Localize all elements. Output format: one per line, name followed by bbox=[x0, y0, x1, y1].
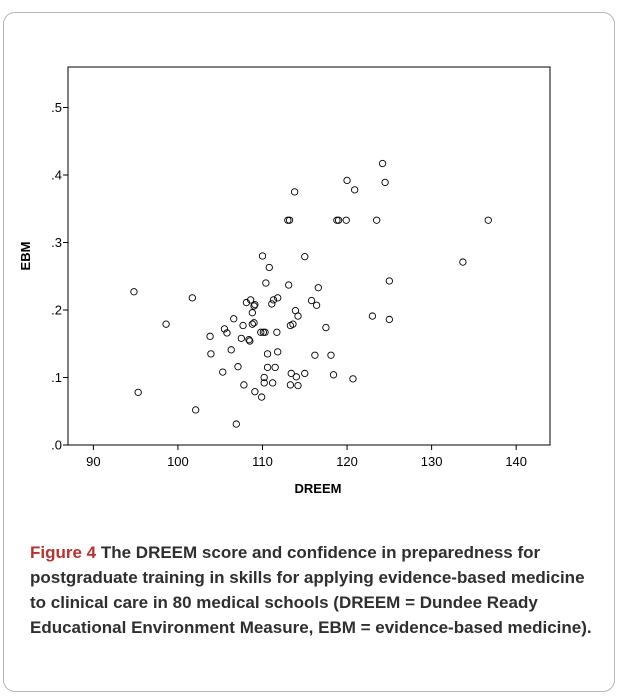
data-point bbox=[301, 253, 309, 261]
y-tick-label: .5 bbox=[51, 100, 62, 115]
data-point bbox=[285, 216, 294, 224]
y-axis-label: EBM bbox=[18, 242, 33, 271]
data-point bbox=[246, 337, 254, 345]
y-tick-label: .2 bbox=[51, 303, 62, 318]
data-point bbox=[351, 186, 359, 194]
data-point bbox=[378, 159, 387, 168]
data-point bbox=[381, 178, 389, 187]
data-point bbox=[484, 216, 492, 224]
y-tick-label: .4 bbox=[51, 168, 62, 183]
data-point bbox=[269, 296, 278, 304]
data-point bbox=[294, 381, 302, 390]
data-point bbox=[227, 346, 235, 354]
data-point bbox=[239, 321, 247, 330]
data-point bbox=[301, 369, 309, 378]
data-point bbox=[134, 388, 142, 396]
data-point bbox=[245, 336, 253, 344]
data-point bbox=[285, 281, 293, 289]
data-point bbox=[263, 363, 272, 372]
y-tick-label: .1 bbox=[51, 370, 62, 385]
scatter-chart: 90 100 110 120 130 140 .0 .1 .2 .3 .4 .5 DREEM EBM bbox=[18, 66, 551, 496]
data-point bbox=[329, 371, 338, 379]
data-point bbox=[334, 216, 343, 224]
data-point bbox=[292, 373, 300, 381]
data-point bbox=[271, 363, 279, 372]
data-point bbox=[258, 252, 267, 260]
data-point bbox=[342, 216, 350, 224]
y-axis: .0 .1 .2 .3 .4 .5 bbox=[51, 100, 68, 453]
x-axis-label: DREEM bbox=[295, 481, 342, 496]
x-tick-label: 90 bbox=[86, 454, 100, 469]
x-tick-label: 140 bbox=[505, 454, 527, 469]
data-point bbox=[314, 284, 322, 292]
figure-caption-label: Figure 4 bbox=[30, 543, 97, 562]
x-tick-label: 120 bbox=[336, 454, 358, 469]
x-tick-label: 110 bbox=[252, 454, 273, 469]
data-point bbox=[162, 320, 170, 328]
plot-area-frame bbox=[67, 66, 551, 446]
data-point bbox=[268, 300, 276, 308]
data-point bbox=[349, 375, 357, 383]
data-point bbox=[312, 301, 321, 309]
figure-caption: Figure 4 The DREEM score and confidence … bbox=[30, 540, 605, 640]
data-point bbox=[257, 328, 265, 336]
data-point bbox=[368, 312, 377, 320]
data-point bbox=[307, 296, 316, 305]
data-point bbox=[260, 379, 268, 387]
figure-caption-text: The DREEM score and confidence in prepar… bbox=[30, 543, 592, 637]
data-point bbox=[290, 188, 299, 196]
data-point bbox=[250, 302, 258, 310]
data-point bbox=[250, 319, 258, 327]
data-point bbox=[251, 300, 259, 309]
data-point bbox=[248, 320, 256, 328]
data-point bbox=[287, 369, 295, 378]
data-point bbox=[385, 315, 393, 324]
data-point bbox=[311, 351, 319, 359]
data-point bbox=[262, 279, 270, 287]
data-point bbox=[251, 388, 259, 396]
data-point bbox=[207, 350, 215, 358]
data-point bbox=[343, 176, 351, 185]
data-point bbox=[237, 334, 246, 342]
x-tick-label: 130 bbox=[421, 454, 443, 469]
data-point bbox=[219, 368, 227, 376]
data-point bbox=[286, 381, 295, 389]
data-point bbox=[268, 379, 277, 387]
data-point bbox=[289, 320, 297, 328]
data-point bbox=[273, 328, 281, 336]
data-point bbox=[206, 332, 214, 340]
data-point bbox=[261, 328, 269, 336]
data-point bbox=[265, 263, 273, 272]
y-tick-label: .0 bbox=[51, 438, 62, 453]
data-point bbox=[372, 216, 381, 224]
x-axis: 90 100 110 120 130 140 bbox=[86, 445, 527, 469]
data-point bbox=[230, 315, 238, 323]
data-point bbox=[263, 350, 272, 358]
data-point bbox=[240, 381, 248, 389]
data-point bbox=[274, 348, 282, 356]
data-point bbox=[385, 277, 393, 285]
figure-frame bbox=[3, 12, 615, 692]
data-point bbox=[223, 329, 231, 337]
x-tick-label: 100 bbox=[167, 454, 189, 469]
data-point bbox=[322, 323, 330, 332]
data-point bbox=[220, 325, 229, 333]
data-points bbox=[130, 159, 492, 428]
data-point bbox=[247, 296, 255, 304]
data-point bbox=[192, 406, 200, 414]
data-point bbox=[294, 312, 302, 320]
data-point bbox=[234, 363, 242, 371]
data-point bbox=[130, 288, 138, 296]
data-point bbox=[327, 351, 335, 359]
data-point bbox=[232, 420, 240, 428]
y-tick-label: .3 bbox=[51, 235, 62, 250]
data-point bbox=[188, 294, 196, 302]
data-point bbox=[257, 393, 266, 401]
data-point bbox=[248, 309, 256, 317]
data-point bbox=[459, 258, 467, 266]
data-point bbox=[260, 373, 268, 382]
data-point bbox=[274, 294, 282, 302]
